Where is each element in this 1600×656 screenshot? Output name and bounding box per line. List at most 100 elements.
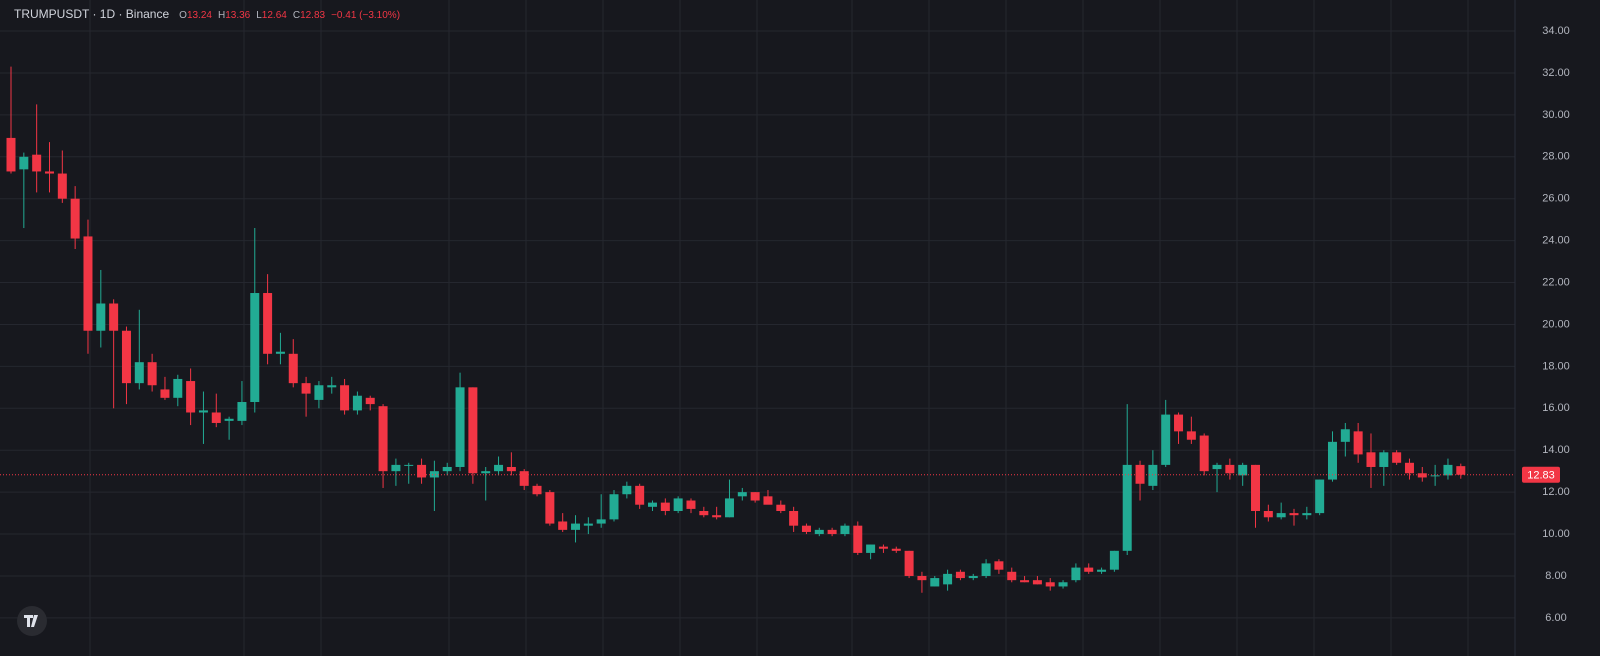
candle-body [96, 303, 106, 331]
candle-body [250, 293, 260, 403]
candle-body [1084, 567, 1094, 572]
y-tick-label: 14.00 [1542, 444, 1570, 456]
candle-body [57, 173, 67, 199]
candle-body [866, 544, 876, 553]
candle-body [173, 378, 183, 398]
candle-body [378, 406, 388, 472]
candle-body [532, 485, 542, 495]
y-tick-label: 12.00 [1542, 486, 1570, 498]
candle-body [648, 502, 657, 507]
candle-body [224, 418, 234, 421]
y-tick-label: 16.00 [1542, 402, 1570, 414]
candle-body [904, 550, 914, 576]
candle-body [1122, 464, 1132, 551]
candle-body [352, 395, 362, 411]
y-tick-label: 30.00 [1542, 109, 1570, 121]
y-tick-label: 22.00 [1542, 276, 1570, 288]
candle-body [1353, 431, 1363, 455]
candle-body [429, 471, 439, 478]
candle-body [930, 578, 940, 587]
candle-body [1417, 473, 1427, 478]
candle-body [968, 575, 978, 579]
candle-body [1020, 580, 1030, 583]
candle-body [288, 353, 298, 384]
candle-body [994, 561, 1004, 570]
candle-body [211, 412, 221, 423]
candle-body [275, 351, 285, 354]
ohlc-label: C [293, 10, 300, 21]
candle-body [32, 154, 42, 172]
candle-body [1302, 513, 1312, 516]
candle-body [1315, 479, 1325, 514]
candle-body [917, 575, 927, 581]
candle-body [571, 523, 581, 530]
y-tick-label: 6.00 [1545, 612, 1566, 624]
candle-body [1443, 464, 1453, 476]
candle-body [147, 362, 157, 386]
candle-body [314, 385, 324, 400]
candle-body [981, 563, 991, 576]
y-tick-label: 20.00 [1542, 318, 1570, 330]
candle-body [583, 523, 593, 526]
logo [17, 606, 47, 636]
candle-body [6, 137, 16, 172]
candle-body [417, 464, 427, 478]
candle-body [468, 387, 478, 474]
candle-body [801, 525, 811, 532]
candle-body [109, 303, 119, 331]
candle-body [1097, 569, 1107, 572]
y-tick-label: 24.00 [1542, 235, 1570, 247]
y-tick-label: 34.00 [1542, 25, 1570, 37]
candle-body [160, 389, 170, 398]
ohlc-label: L [256, 10, 262, 21]
y-tick-label: 26.00 [1542, 193, 1570, 205]
candle-body [1174, 414, 1184, 432]
candle-body [327, 385, 337, 388]
candle-body [737, 492, 747, 497]
y-tick-label: 32.00 [1542, 67, 1570, 79]
candle-body [455, 387, 465, 467]
change: −0.41 (−3.10%) [331, 10, 400, 21]
candle-body [365, 397, 375, 405]
candle-body [878, 546, 888, 549]
candle-body [1058, 582, 1068, 587]
candle-body [814, 529, 824, 535]
candle-body [1366, 452, 1376, 467]
candle-body [1225, 464, 1235, 474]
ohlc-value: 13.36 [225, 10, 250, 21]
candle-body [776, 504, 786, 512]
candle-body [186, 381, 196, 413]
candle-body [1007, 571, 1017, 581]
symbol-title: TRUMPUSDT · 1D · Binance [14, 7, 169, 21]
candle-body [558, 521, 568, 530]
candle-body [1456, 466, 1466, 475]
candle-body [1340, 429, 1350, 442]
candle-body [237, 402, 247, 421]
candle-body [943, 573, 953, 585]
candle-body [494, 464, 504, 472]
header: TRUMPUSDT · 1D · Binance O13.24 H13.36 L12.… [14, 7, 400, 21]
candle-body [19, 156, 29, 170]
candle-body [789, 511, 799, 526]
y-tick-label: 8.00 [1545, 570, 1566, 582]
candle-body [121, 330, 131, 384]
candle-body [750, 492, 760, 501]
candle-body [1276, 513, 1286, 518]
candle-body [891, 548, 901, 551]
candle-body [596, 519, 606, 524]
candle-body [442, 466, 452, 472]
candle-body [660, 502, 670, 512]
ohlc-label: O [179, 10, 187, 21]
candle-body [545, 492, 555, 524]
candle-body [1109, 550, 1119, 570]
candle-body [1032, 580, 1042, 585]
candle-body [1212, 464, 1222, 470]
candle-body [391, 464, 401, 472]
candle-body [686, 500, 696, 509]
candle-body [340, 385, 350, 411]
candle-body [1071, 567, 1081, 581]
current-price-label: 12.83 [1527, 470, 1555, 482]
ohlc-value: 13.24 [187, 10, 212, 21]
candle-body [853, 525, 863, 553]
